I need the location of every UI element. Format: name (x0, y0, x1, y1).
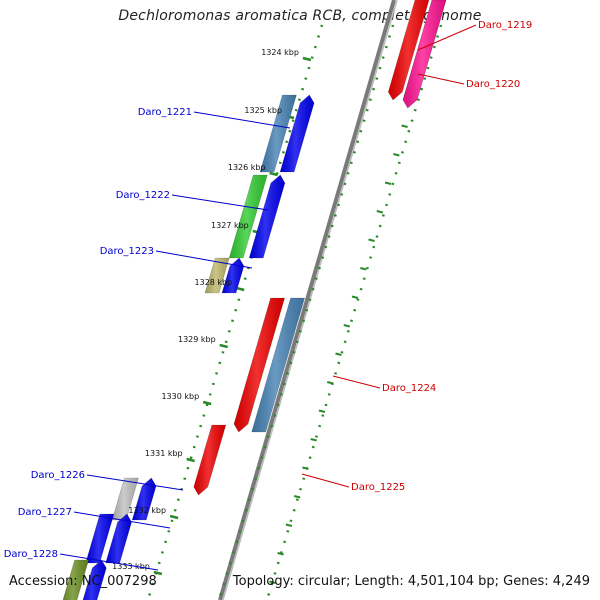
minor-tick (310, 438, 317, 442)
kbp-tick-label: 1325 kbp (244, 106, 282, 115)
kbp-tick-label: 1324 kbp (261, 48, 299, 57)
gene-daro-1224[interactable] (233, 297, 305, 433)
kbp-major-tick (153, 570, 163, 576)
minor-tick (293, 495, 301, 499)
minor-tick (343, 324, 350, 328)
gene-label[interactable]: Daro_1221 (138, 107, 192, 118)
gene-daro-1226[interactable] (111, 477, 157, 521)
kbp-tick-label: 1328 kbp (195, 278, 233, 287)
minor-tick (351, 295, 359, 299)
minor-tick (384, 181, 392, 185)
gene-feature-shading (193, 425, 226, 495)
kbp-major-tick (302, 56, 312, 62)
kbp-major-tick (219, 343, 228, 349)
gene-daro-1221[interactable] (259, 94, 315, 173)
gene-feature-shading (222, 258, 244, 293)
gene-feature-shading (260, 95, 297, 172)
gene-feature-shading (388, 0, 429, 100)
gene-feature-shading (280, 95, 315, 172)
minor-tick (318, 409, 326, 413)
kbp-major-tick (202, 400, 212, 406)
kbp-major-tick (186, 457, 195, 463)
gene-leader-line (155, 250, 253, 269)
minor-tick (376, 210, 384, 214)
gene-feature-shading (105, 514, 132, 563)
minor-tick (269, 580, 276, 584)
minor-tick (326, 381, 334, 385)
gene-leader-line (73, 511, 171, 529)
kbp-tick-label: 1326 kbp (228, 163, 266, 172)
gene-leader-line (332, 375, 381, 389)
kbp-tick-label: 1331 kbp (145, 449, 183, 458)
gene-feature-shading (229, 175, 268, 258)
gene-feature-shading (205, 258, 230, 293)
gene-feature-shading (251, 298, 305, 432)
gene-feature-shading (249, 175, 285, 258)
gene-leader-line (417, 24, 477, 51)
gene-daro-1223[interactable] (204, 257, 245, 294)
gene-feature-shading (132, 478, 157, 520)
topology-text: Topology: circular; Length: 4,501,104 bp… (232, 574, 590, 589)
gene-feature-shading (82, 560, 107, 600)
kbp-tick-label: 1330 kbp (161, 392, 199, 401)
minor-tick (368, 238, 375, 242)
gene-daro-1220[interactable] (402, 0, 447, 109)
gene-daro-1222[interactable] (228, 174, 286, 259)
accession-text: Accession: NC_007298 (9, 574, 157, 589)
gene-daro-1227[interactable] (85, 513, 132, 564)
gene-leader-line (86, 474, 184, 491)
gene-daro-1228[interactable] (60, 559, 107, 600)
gene-label[interactable]: Daro_1224 (382, 383, 436, 394)
kbp-major-tick (269, 171, 278, 177)
gene-feature-shading (85, 514, 114, 563)
gene-label[interactable]: Daro_1219 (478, 20, 532, 31)
minor-tick (277, 552, 284, 556)
kbp-tick-label: 1327 kbp (211, 221, 249, 230)
gene-feature-shading (62, 560, 89, 600)
scale-track-left (146, 24, 324, 600)
kbp-tick-label: 1329 kbp (178, 335, 216, 344)
gene-leader-line (171, 194, 269, 211)
gene-label[interactable]: Daro_1220 (466, 79, 520, 90)
kbp-major-tick (169, 514, 179, 520)
gene-label[interactable]: Daro_1226 (31, 470, 85, 481)
scale-track-right-inner (217, 24, 395, 600)
gene-label[interactable]: Daro_1225 (351, 482, 405, 493)
kbp-tick-label: 1332 kbp (128, 506, 166, 515)
minor-tick (360, 267, 367, 271)
gene-feature-shading (112, 478, 139, 520)
minor-tick (393, 153, 400, 157)
minor-tick (285, 523, 293, 527)
gene-daro-1225[interactable] (193, 424, 227, 496)
minor-tick (302, 466, 309, 470)
gene-label[interactable]: Daro_1228 (4, 549, 58, 560)
minor-tick (401, 124, 408, 128)
gene-label[interactable]: Daro_1227 (18, 507, 72, 518)
gene-feature-shading (234, 298, 285, 432)
gene-label[interactable]: Daro_1222 (116, 190, 170, 201)
gene-feature-shading (403, 0, 446, 108)
gene-leader-line (59, 553, 159, 571)
kbp-major-tick (235, 286, 245, 292)
gene-leader-line (193, 111, 291, 129)
gene-label[interactable]: Daro_1223 (100, 246, 154, 257)
minor-tick (335, 352, 342, 356)
gene-leader-line (417, 73, 465, 85)
gene-leader-line (301, 473, 350, 488)
scale-track-right-outer (265, 24, 443, 600)
kbp-tick-label: 1333 kbp (112, 562, 150, 571)
